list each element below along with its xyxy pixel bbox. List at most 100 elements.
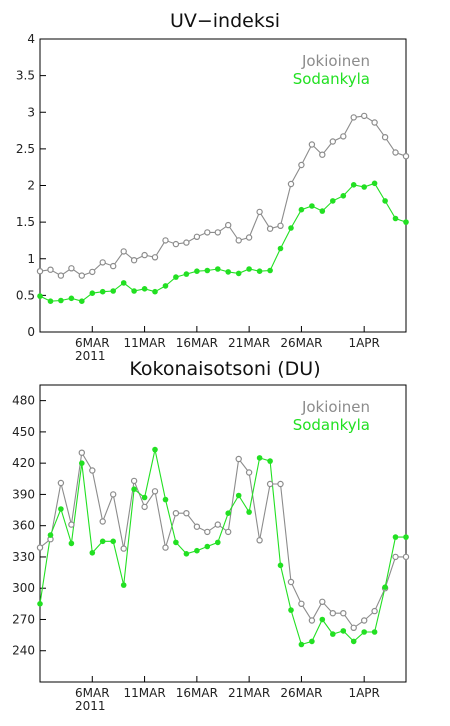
uv-point-jokioinen bbox=[392, 149, 399, 156]
uv-point-sodankyla bbox=[382, 198, 388, 204]
ozone-point-jokioinen bbox=[298, 600, 305, 608]
ozone-chart: Kokonaisotsoni (DU) 240 270 300 330 360 390 42… bbox=[12, 358, 410, 713]
uv-point-sodankyla bbox=[47, 298, 54, 305]
ozone-point-jokioinen bbox=[402, 553, 410, 561]
uv-point-sodankyla bbox=[361, 184, 368, 190]
ozone-ytick-label: 450 bbox=[12, 425, 35, 439]
uv-point-jokioinen bbox=[130, 257, 138, 264]
uv-point-sodankyla bbox=[58, 297, 64, 304]
ozone-xtick-label: 16MAR bbox=[176, 686, 218, 700]
ozone-ytick-label: 480 bbox=[12, 394, 35, 408]
uv-point-sodankyla bbox=[350, 182, 357, 188]
ozone-point-jokioinen bbox=[361, 617, 368, 624]
uv-point-sodankyla bbox=[225, 269, 231, 275]
ozone-xtick-year: 2011 bbox=[75, 699, 106, 713]
uv-point-jokioinen bbox=[78, 272, 86, 279]
uv-point-sodankyla bbox=[246, 266, 252, 272]
ozone-point-sodankyla bbox=[183, 551, 190, 557]
ozone-point-jokioinen bbox=[141, 503, 148, 511]
uv-point-jokioinen bbox=[277, 222, 284, 229]
ozone-point-sodankyla bbox=[162, 496, 169, 503]
uv-point-sodankyla bbox=[392, 215, 399, 222]
ozone-point-jokioinen bbox=[214, 521, 221, 528]
ozone-point-sodankyla bbox=[79, 460, 85, 467]
uv-xtick-label: 1APR bbox=[348, 336, 379, 350]
ozone-point-sodankyla bbox=[298, 641, 305, 648]
uv-point-sodankyla bbox=[79, 298, 85, 305]
uv-point-jokioinen bbox=[214, 229, 221, 236]
ozone-point-sodankyla bbox=[131, 486, 137, 493]
uv-ytick-label: 1.5 bbox=[16, 215, 35, 229]
uv-point-jokioinen bbox=[89, 268, 96, 276]
uv-point-jokioinen bbox=[120, 248, 127, 255]
ozone-point-sodankyla bbox=[194, 547, 200, 554]
ozone-point-jokioinen bbox=[130, 477, 138, 485]
ozone-point-sodankyla bbox=[204, 543, 211, 550]
ozone-point-sodankyla bbox=[37, 601, 43, 607]
uv-ytick-label: 3 bbox=[27, 105, 35, 119]
ozone-xtick-label: 11MAR bbox=[123, 686, 165, 700]
ozone-ytick-label: 330 bbox=[12, 550, 35, 564]
ozone-line-sodankyla bbox=[39, 449, 406, 646]
uv-point-jokioinen bbox=[193, 233, 201, 240]
ozone-point-jokioinen bbox=[151, 488, 159, 495]
uv-point-jokioinen bbox=[109, 262, 117, 270]
uv-xtick-label: 11MAR bbox=[123, 336, 165, 350]
ozone-point-jokioinen bbox=[183, 510, 190, 517]
uv-point-jokioinen bbox=[298, 161, 305, 169]
uv-point-jokioinen bbox=[68, 265, 75, 272]
uv-point-sodankyla bbox=[277, 245, 284, 252]
uv-line-jokioinen bbox=[39, 115, 407, 277]
ozone-series-lines bbox=[39, 449, 406, 646]
uv-point-jokioinen bbox=[402, 152, 410, 160]
ozone-point-jokioinen bbox=[266, 480, 274, 488]
uv-point-sodankyla bbox=[183, 271, 190, 277]
uv-point-sodankyla bbox=[173, 274, 179, 280]
uv-point-jokioinen bbox=[224, 221, 232, 229]
uv-point-jokioinen bbox=[204, 229, 211, 236]
uv-point-sodankyla bbox=[68, 295, 75, 302]
ozone-ytick-label: 240 bbox=[12, 644, 35, 658]
ozone-point-jokioinen bbox=[319, 598, 326, 606]
ozone-y-axis: 240 270 300 330 360 390 420 450 480 bbox=[12, 394, 46, 658]
uv-point-sodankyla bbox=[120, 280, 127, 286]
uv-point-sodankyla bbox=[256, 268, 263, 275]
ozone-point-jokioinen bbox=[245, 469, 253, 476]
ozone-point-sodankyla bbox=[371, 629, 378, 635]
uv-point-sodankyla bbox=[267, 267, 273, 274]
ozone-point-sodankyla bbox=[267, 458, 273, 464]
ozone-point-jokioinen bbox=[109, 491, 117, 498]
ozone-legend-sodankyla: Sodankyla bbox=[293, 416, 370, 434]
ozone-point-sodankyla bbox=[152, 446, 158, 453]
uv-point-jokioinen bbox=[381, 133, 389, 141]
ozone-series-points bbox=[36, 446, 410, 648]
uv-point-jokioinen bbox=[36, 268, 44, 275]
ozone-point-sodankyla bbox=[68, 540, 75, 547]
ozone-point-sodankyla bbox=[89, 550, 96, 556]
ozone-point-jokioinen bbox=[277, 480, 284, 488]
uv-legend-jokioinen: Jokioinen bbox=[301, 52, 370, 70]
uv-ytick-label: 3.5 bbox=[16, 69, 35, 83]
uv-point-jokioinen bbox=[47, 266, 54, 273]
uv-point-jokioinen bbox=[371, 119, 378, 126]
ozone-point-sodankyla bbox=[235, 492, 242, 499]
ozone-point-sodankyla bbox=[277, 562, 284, 569]
uv-xtick-label: 26MAR bbox=[280, 336, 322, 350]
ozone-point-sodankyla bbox=[382, 584, 388, 590]
uv-xtick-year: 2011 bbox=[75, 349, 106, 363]
ozone-legend-jokioinen: Jokioinen bbox=[301, 398, 370, 416]
ozone-point-jokioinen bbox=[371, 607, 378, 615]
ozone-point-sodankyla bbox=[361, 629, 368, 635]
ozone-point-jokioinen bbox=[193, 523, 201, 530]
uv-point-jokioinen bbox=[162, 237, 169, 244]
ozone-point-sodankyla bbox=[120, 582, 127, 588]
ozone-point-jokioinen bbox=[235, 455, 242, 463]
uv-line-sodankyla bbox=[39, 182, 407, 302]
ozone-ytick-label: 270 bbox=[12, 612, 35, 626]
ozone-line-jokioinen bbox=[39, 451, 406, 629]
uv-ytick-label: 0.5 bbox=[16, 288, 35, 302]
ozone-point-sodankyla bbox=[256, 455, 263, 461]
